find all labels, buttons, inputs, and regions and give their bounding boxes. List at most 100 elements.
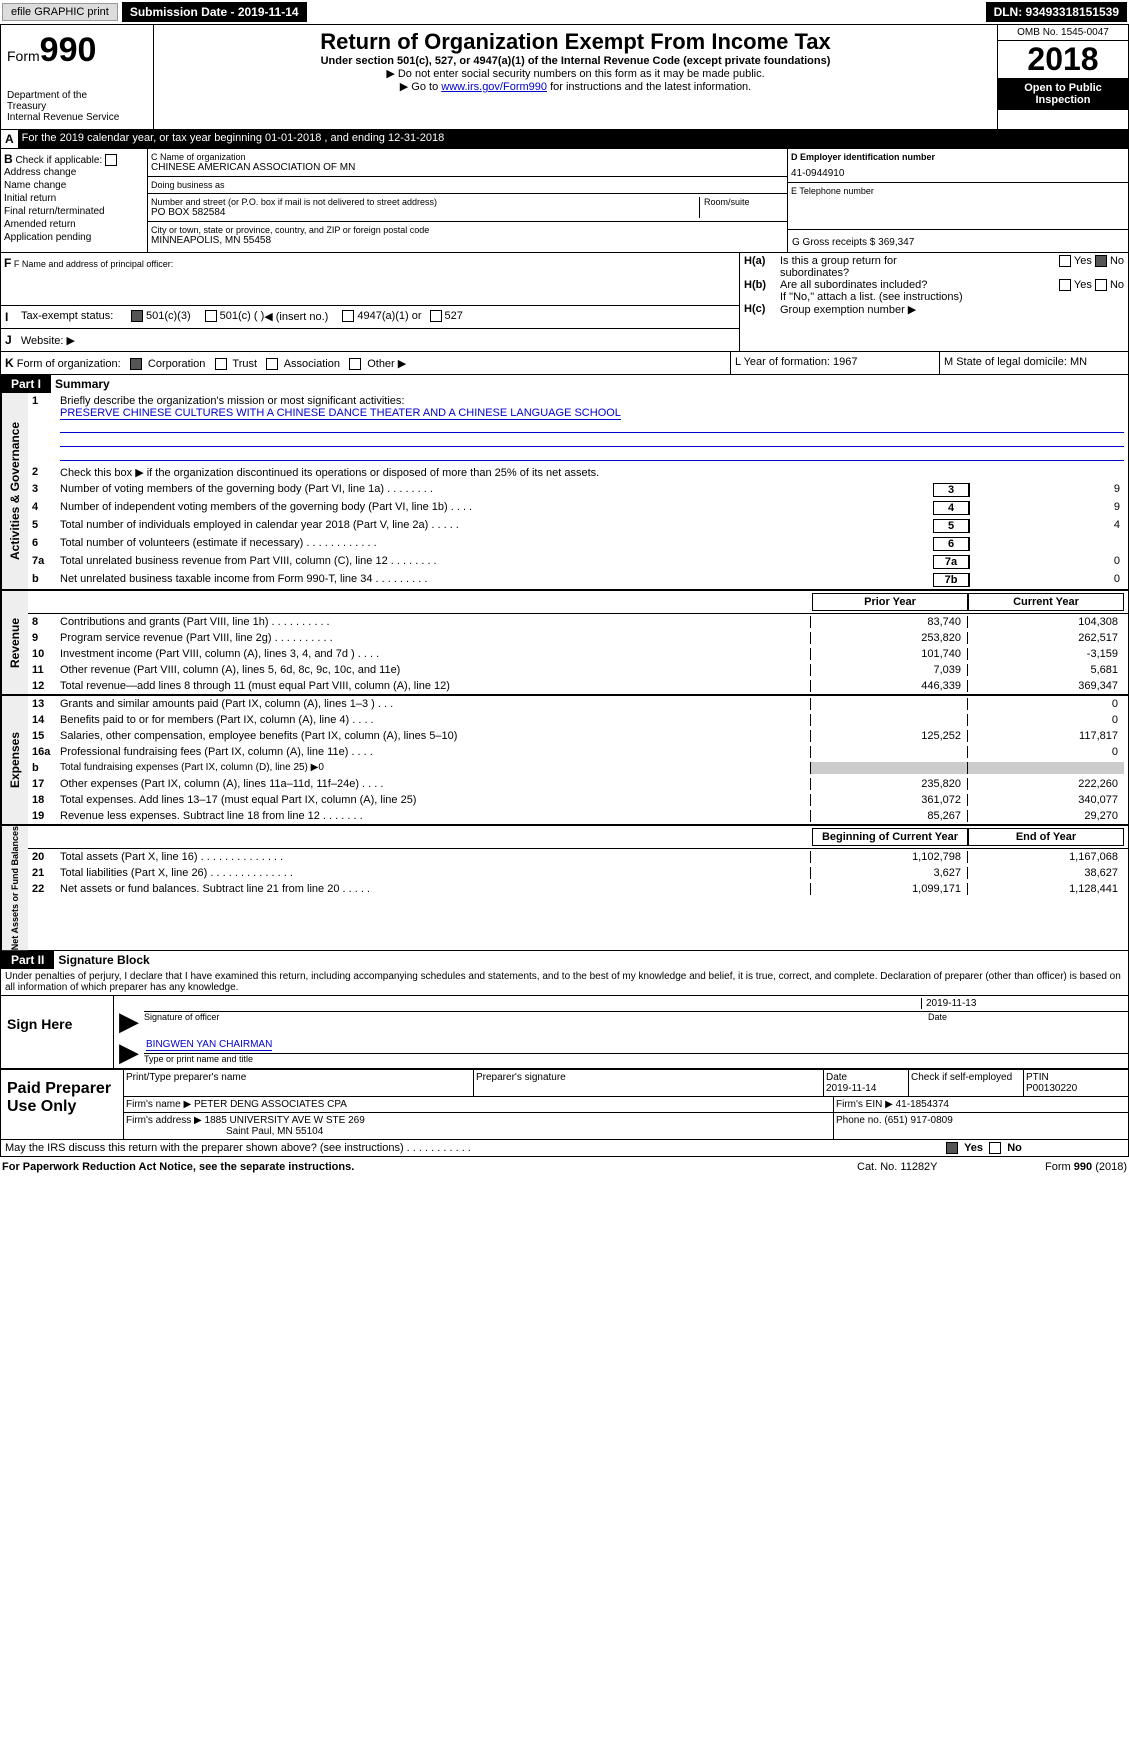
line16b: Total fundraising expenses (Part IX, col…: [60, 762, 810, 774]
name-title-label: Type or print name and title: [144, 1054, 1128, 1064]
opt-name-change: Name change: [4, 180, 66, 191]
group-exemption-label: Group exemption number ▶: [780, 303, 916, 316]
vlabel-governance: Activities & Governance: [1, 393, 28, 589]
line16a: Professional fundraising fees (Part IX, …: [60, 746, 810, 758]
discuss-row: May the IRS discuss this return with the…: [0, 1140, 1129, 1157]
prior-year-head: Prior Year: [812, 593, 968, 611]
part2-title: Signature Block: [54, 951, 153, 969]
line17: Other expenses (Part IX, column (A), lin…: [60, 778, 810, 790]
501c3-checkbox[interactable]: [131, 310, 143, 322]
note2: ▶ Go to www.irs.gov/Form990 for instruct…: [158, 80, 993, 93]
line4-val: 9: [969, 501, 1124, 515]
section-f-h: F F Name and address of principal office…: [0, 253, 1129, 352]
line20: Total assets (Part X, line 16) . . . . .…: [60, 851, 810, 863]
prep-date: 2019-11-14: [826, 1083, 906, 1094]
firm-addr2: Saint Paul, MN 55104: [126, 1126, 323, 1137]
vlabel-expenses: Expenses: [1, 696, 28, 824]
line10: Investment income (Part VIII, column (A)…: [60, 648, 810, 660]
line6: Total number of volunteers (estimate if …: [60, 537, 933, 551]
line8: Contributions and grants (Part VIII, lin…: [60, 616, 810, 628]
row-a: A For the 2019 calendar year, or tax yea…: [0, 130, 1129, 149]
501c-checkbox[interactable]: [205, 310, 217, 322]
line7b: Net unrelated business taxable income fr…: [60, 573, 933, 587]
opt-pending: Application pending: [4, 232, 91, 243]
mission-text: PRESERVE CHINESE CULTURES WITH A CHINESE…: [60, 407, 621, 420]
line18: Total expenses. Add lines 13–17 (must eq…: [60, 794, 810, 806]
form-990-number: 990: [40, 31, 97, 69]
section-c: C Name of organization CHINESE AMERICAN …: [148, 149, 787, 252]
calendar-year: For the 2019 calendar year, or tax year …: [18, 130, 1128, 148]
firm-name: PETER DENG ASSOCIATES CPA: [194, 1099, 347, 1110]
begin-year-head: Beginning of Current Year: [812, 828, 968, 846]
prep-sig-label: Preparer's signature: [476, 1072, 821, 1083]
section-b-g: B Check if applicable: Address change Na…: [0, 149, 1129, 253]
line5-val: 4: [969, 519, 1124, 533]
dln: DLN: 93493318151539: [986, 2, 1127, 22]
perjury-text: Under penalties of perjury, I declare th…: [0, 969, 1129, 995]
line22: Net assets or fund balances. Subtract li…: [60, 883, 810, 895]
main-title: Return of Organization Exempt From Incom…: [158, 29, 993, 55]
line3: Number of voting members of the governin…: [60, 483, 933, 497]
current-year-head: Current Year: [968, 593, 1124, 611]
signature-block: Sign Here ▶ 2019-11-13 Signature of offi…: [0, 995, 1129, 1069]
opt-address-change: Address change: [4, 167, 76, 178]
line7a: Total unrelated business revenue from Pa…: [60, 555, 933, 569]
section-deg: D Employer identification number 41-0944…: [787, 149, 1128, 252]
checkbox[interactable]: [105, 154, 117, 166]
part2-tab: Part II: [1, 951, 54, 969]
end-year-head: End of Year: [968, 828, 1124, 846]
revenue-section: Revenue Prior YearCurrent Year 8Contribu…: [0, 590, 1129, 695]
city-label: City or town, state or province, country…: [151, 225, 784, 235]
tax-year: 2018: [998, 41, 1128, 78]
firm-phone: (651) 917-0809: [884, 1115, 952, 1126]
phone-label: E Telephone number: [791, 186, 1125, 196]
vlabel-revenue: Revenue: [1, 591, 28, 694]
omb-number: OMB No. 1545-0047: [998, 25, 1128, 41]
gross-receipts: G Gross receipts $ 369,347: [792, 237, 914, 248]
efile-label: efile GRAPHIC print: [2, 3, 118, 21]
irs-link[interactable]: www.irs.gov/Form990: [441, 81, 547, 93]
line12: Total revenue—add lines 8 through 11 (mu…: [60, 680, 810, 692]
line14: Benefits paid to or for members (Part IX…: [60, 714, 810, 726]
topbar: efile GRAPHIC print Submission Date - 20…: [0, 0, 1129, 24]
line1-label: Briefly describe the organization's miss…: [60, 395, 404, 407]
discuss-text: May the IRS discuss this return with the…: [1, 1140, 944, 1156]
room-label: Room/suite: [704, 197, 784, 207]
line3-val: 9: [969, 483, 1124, 497]
check-applicable-label: Check if applicable:: [15, 155, 102, 166]
note1: ▶ Do not enter social security numbers o…: [158, 67, 993, 80]
activities-governance: Activities & Governance 1Briefly describ…: [0, 393, 1129, 590]
net-assets-section: Net Assets or Fund Balances Beginning of…: [0, 825, 1129, 951]
preparer-block: Paid Preparer Use Only Print/Type prepar…: [0, 1069, 1129, 1140]
part1-title: Summary: [51, 375, 114, 393]
section-klm: K Form of organization: Corporation Trus…: [0, 352, 1129, 375]
4947-checkbox[interactable]: [342, 310, 354, 322]
addr-label: Number and street (or P.O. box if mail i…: [151, 197, 699, 207]
ptin: P00130220: [1026, 1083, 1126, 1094]
ein: 41-0944910: [791, 162, 1125, 179]
part1-tab: Part I: [1, 375, 51, 393]
line9: Program service revenue (Part VIII, line…: [60, 632, 810, 644]
street-address: PO BOX 582584: [151, 207, 699, 218]
org-name: CHINESE AMERICAN ASSOCIATION OF MN: [151, 162, 784, 173]
self-emp-label: Check if self-employed: [909, 1070, 1024, 1097]
dept-line1: Department of the: [7, 90, 147, 101]
footer-left: For Paperwork Reduction Act Notice, see …: [2, 1161, 857, 1173]
527-checkbox[interactable]: [430, 310, 442, 322]
firm-ein: 41-1854374: [896, 1099, 949, 1110]
line15: Salaries, other compensation, employee b…: [60, 730, 810, 742]
line5: Total number of individuals employed in …: [60, 519, 933, 533]
part1-header: Part I Summary: [0, 375, 1129, 393]
line11: Other revenue (Part VIII, column (A), li…: [60, 664, 810, 676]
sig-date: 2019-11-13: [921, 998, 1126, 1009]
sign-here-label: Sign Here: [1, 996, 114, 1068]
line13: Grants and similar amounts paid (Part IX…: [60, 698, 810, 710]
city-state-zip: MINNEAPOLIS, MN 55458: [151, 235, 784, 246]
dba-label: Doing business as: [151, 180, 784, 190]
open-inspection: Open to Public Inspection: [998, 78, 1128, 110]
officer-name: BINGWEN YAN CHAIRMAN: [146, 1039, 272, 1051]
opt-amended: Amended return: [4, 219, 76, 230]
prep-name-label: Print/Type preparer's name: [126, 1072, 471, 1083]
opt-final: Final return/terminated: [4, 206, 105, 217]
sig-officer-label: Signature of officer: [144, 1012, 928, 1022]
